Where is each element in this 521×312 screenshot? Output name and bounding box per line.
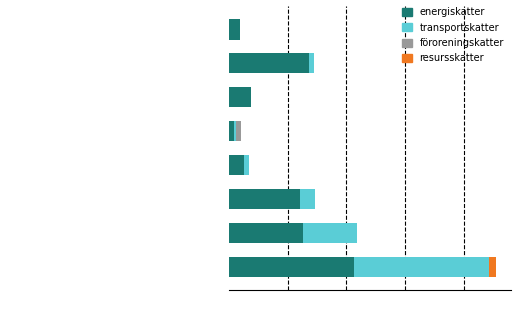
- Bar: [234, 121, 236, 141]
- Bar: [229, 257, 354, 277]
- Bar: [300, 189, 315, 209]
- Bar: [229, 121, 234, 141]
- Bar: [229, 189, 300, 209]
- Bar: [354, 257, 489, 277]
- Bar: [229, 87, 251, 107]
- Bar: [303, 223, 357, 243]
- Bar: [489, 257, 496, 277]
- Bar: [229, 53, 309, 74]
- Bar: [229, 223, 303, 243]
- Bar: [244, 155, 249, 175]
- Bar: [229, 19, 240, 40]
- Bar: [229, 155, 244, 175]
- Bar: [236, 121, 241, 141]
- Legend: energiskatter, transportskatter, föroreningskatter, resursskatter: energiskatter, transportskatter, föroren…: [400, 5, 506, 65]
- Bar: [309, 53, 314, 74]
